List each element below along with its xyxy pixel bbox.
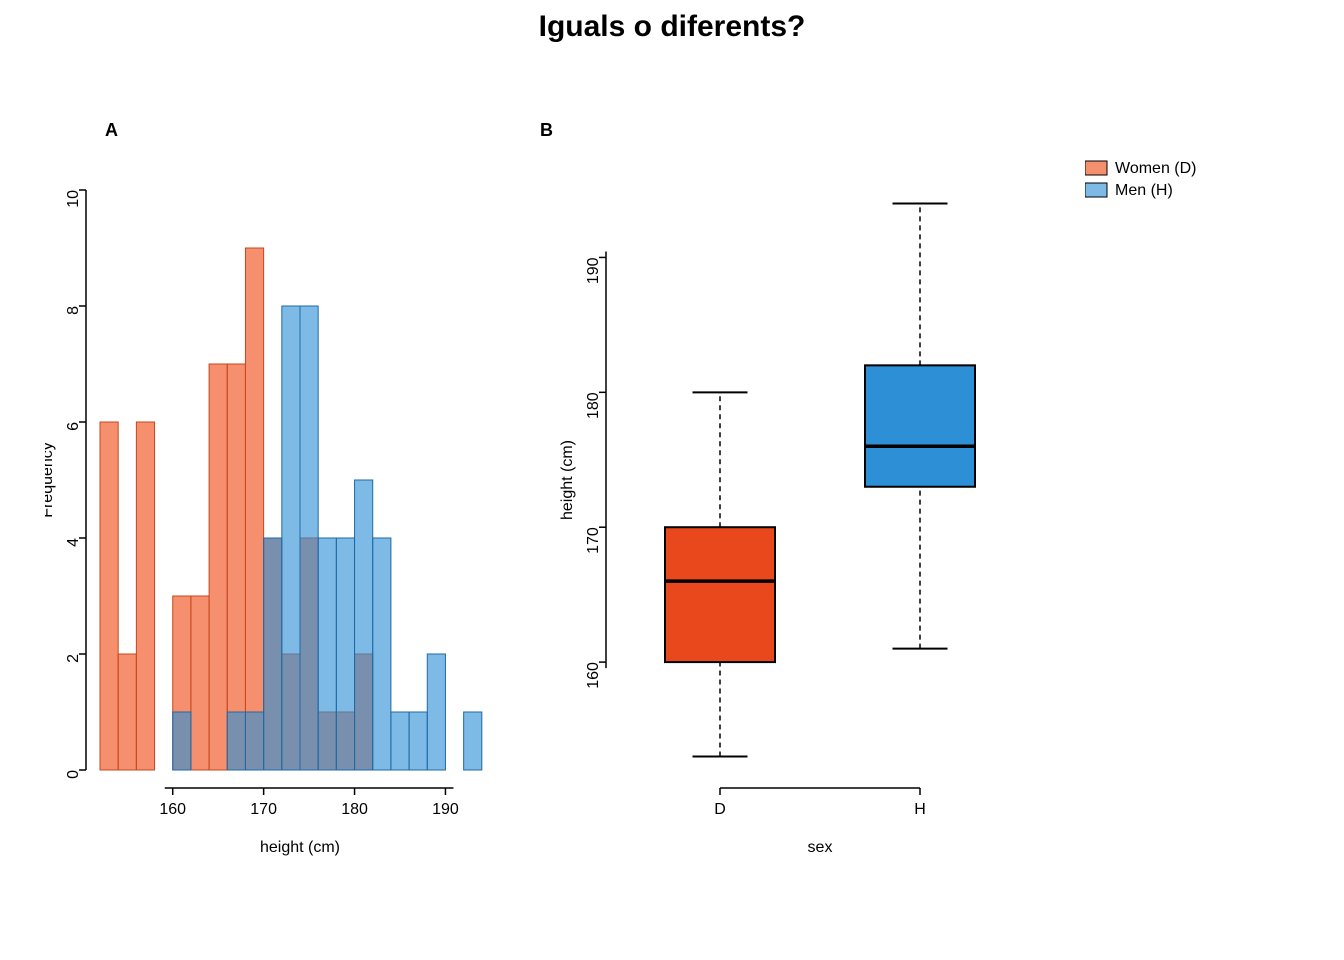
histogram-bar: [355, 480, 373, 770]
y-tick-label: 4: [65, 538, 82, 547]
histogram-bar: [227, 712, 245, 770]
box: [865, 365, 975, 486]
legend: Women (D) Men (H): [1085, 155, 1285, 215]
y-axis-title: Frequency: [45, 442, 56, 518]
histogram-bar: [191, 596, 209, 770]
histogram-bar: [209, 364, 227, 770]
y-tick-label: 190: [585, 257, 602, 284]
histogram-bar: [318, 538, 336, 770]
histogram-bar: [336, 538, 354, 770]
histogram-bar: [227, 364, 245, 770]
x-tick-label: H: [914, 801, 926, 818]
x-tick-label: 180: [341, 801, 368, 818]
histogram-bar: [427, 654, 445, 770]
histogram-bar: [245, 712, 263, 770]
histogram-bar: [118, 654, 136, 770]
x-tick-label: 190: [432, 801, 459, 818]
y-tick-label: 10: [65, 190, 82, 208]
histogram-chart: 160 170 180 190 height (cm) 0 2 4 6 8 10 Frequency: [45, 180, 510, 860]
x-axis-title: sex: [808, 839, 833, 856]
histogram-bar: [282, 306, 300, 770]
histogram-bar: [464, 712, 482, 770]
histogram-bar: [245, 248, 263, 770]
boxplot-chart: D Hsex 160 170 180 190 height (cm): [560, 180, 1030, 860]
histogram-bar: [409, 712, 427, 770]
y-tick-label: 8: [65, 306, 82, 315]
legend-swatch: [1085, 161, 1107, 175]
histogram-bar: [300, 306, 318, 770]
x-tick-label: D: [714, 801, 726, 818]
panel-label-b: B: [540, 120, 553, 141]
legend-swatch: [1085, 183, 1107, 197]
x-axis-title: height (cm): [260, 839, 340, 856]
y-tick-label: 160: [585, 662, 602, 689]
histogram-bar: [100, 422, 118, 770]
histogram-bar: [173, 712, 191, 770]
legend-label: Men (H): [1115, 182, 1173, 199]
y-tick-label: 170: [585, 527, 602, 554]
y-tick-label: 180: [585, 392, 602, 419]
y-axis-title: height (cm): [560, 440, 576, 520]
histogram-bar: [373, 538, 391, 770]
histogram-bar: [136, 422, 154, 770]
histogram-bar: [264, 538, 282, 770]
main-title: Iguals o diferents?: [0, 10, 1344, 44]
panel-label-a: A: [105, 120, 118, 141]
box: [665, 527, 775, 662]
page: Iguals o diferents? A B 160 170 180 190 heig…: [0, 0, 1344, 960]
y-tick-label: 6: [65, 422, 82, 431]
x-tick-label: 160: [159, 801, 186, 818]
y-tick-label: 0: [65, 770, 82, 779]
y-tick-label: 2: [65, 654, 82, 663]
x-tick-label: 170: [250, 801, 277, 818]
legend-label: Women (D): [1115, 160, 1197, 177]
histogram-bar: [391, 712, 409, 770]
